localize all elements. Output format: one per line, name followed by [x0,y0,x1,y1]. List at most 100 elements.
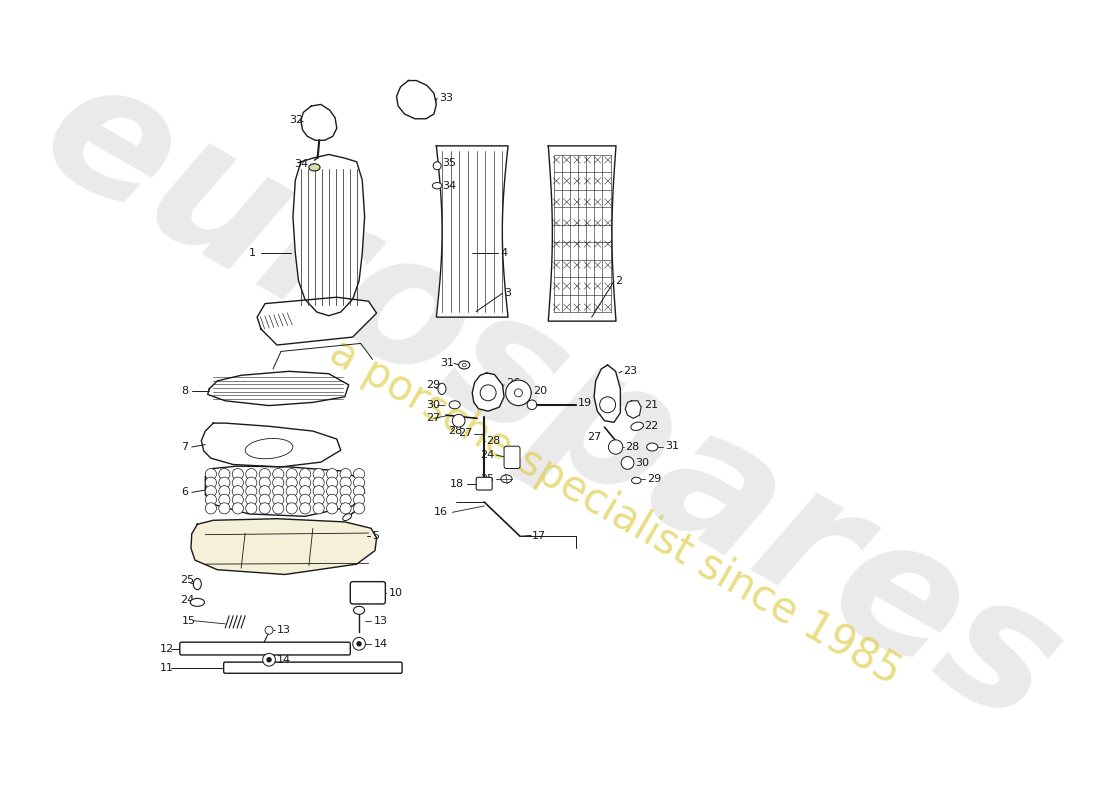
Circle shape [340,486,351,497]
Polygon shape [201,423,341,467]
Circle shape [433,162,441,170]
Text: 14: 14 [277,654,292,665]
Circle shape [219,486,230,497]
Circle shape [232,494,243,506]
Text: 27: 27 [587,432,602,442]
Text: 28: 28 [486,436,500,446]
FancyBboxPatch shape [179,642,350,655]
Circle shape [206,477,217,488]
Text: 25: 25 [481,474,495,484]
Ellipse shape [343,514,352,521]
Circle shape [263,654,275,666]
Circle shape [506,380,531,406]
Text: 6: 6 [182,487,188,498]
Circle shape [273,469,284,480]
Circle shape [340,469,351,480]
Text: 8: 8 [182,386,188,396]
Text: 15: 15 [182,616,196,626]
Ellipse shape [194,578,201,590]
Polygon shape [301,105,337,140]
Text: 5: 5 [373,531,380,542]
Text: 28: 28 [449,426,462,436]
Circle shape [314,486,324,497]
Circle shape [452,414,465,427]
Circle shape [353,486,364,497]
Ellipse shape [190,598,205,606]
Circle shape [621,457,634,470]
Circle shape [245,469,257,480]
Circle shape [340,494,351,506]
Ellipse shape [245,438,293,458]
Circle shape [265,626,273,634]
Text: 34: 34 [442,181,456,190]
Circle shape [327,477,338,488]
Ellipse shape [647,443,658,451]
Circle shape [299,494,311,506]
Text: 31: 31 [666,442,679,451]
Circle shape [353,502,364,514]
Text: 30: 30 [636,458,649,468]
Circle shape [515,389,522,397]
Ellipse shape [631,422,644,430]
Text: 16: 16 [434,507,449,518]
Text: 27: 27 [426,414,440,423]
Text: 7: 7 [182,442,188,452]
Circle shape [353,638,365,650]
Text: 35: 35 [442,158,455,168]
Circle shape [245,477,257,488]
Polygon shape [206,466,364,516]
Text: 13: 13 [374,617,388,626]
Text: eurospares: eurospares [14,39,1090,762]
Text: 1: 1 [249,249,256,258]
Circle shape [232,502,243,514]
Polygon shape [594,365,620,422]
Polygon shape [437,146,508,317]
Text: 13: 13 [277,626,292,635]
Polygon shape [257,298,376,345]
Circle shape [260,477,271,488]
Circle shape [273,502,284,514]
Text: 17: 17 [532,531,546,542]
Circle shape [327,469,338,480]
Polygon shape [191,518,376,574]
Circle shape [260,469,271,480]
Text: 29: 29 [648,474,662,484]
Text: 3: 3 [504,288,512,298]
Circle shape [286,502,297,514]
Ellipse shape [309,164,320,171]
Text: 29: 29 [426,380,440,390]
Text: 9: 9 [356,505,364,515]
FancyBboxPatch shape [504,446,520,469]
Circle shape [314,477,324,488]
Circle shape [219,469,230,480]
Ellipse shape [459,361,470,369]
Circle shape [286,494,297,506]
Ellipse shape [438,383,446,394]
Circle shape [273,494,284,506]
FancyBboxPatch shape [476,478,492,490]
Circle shape [340,502,351,514]
Text: 33: 33 [439,93,453,103]
Ellipse shape [353,606,364,614]
Circle shape [327,502,338,514]
Text: 23: 23 [624,366,638,375]
Text: 18: 18 [450,478,464,489]
Circle shape [299,477,311,488]
Text: 24: 24 [179,595,194,605]
Circle shape [286,477,297,488]
Circle shape [327,494,338,506]
Circle shape [600,397,616,413]
Circle shape [219,502,230,514]
Circle shape [219,477,230,488]
Polygon shape [625,401,641,418]
Polygon shape [472,373,504,411]
Text: 21: 21 [645,400,659,410]
Circle shape [299,486,311,497]
Text: 10: 10 [388,588,403,598]
Polygon shape [396,81,437,118]
Ellipse shape [432,182,442,189]
Circle shape [273,477,284,488]
Circle shape [353,469,364,480]
Circle shape [327,486,338,497]
Text: 27: 27 [458,428,472,438]
